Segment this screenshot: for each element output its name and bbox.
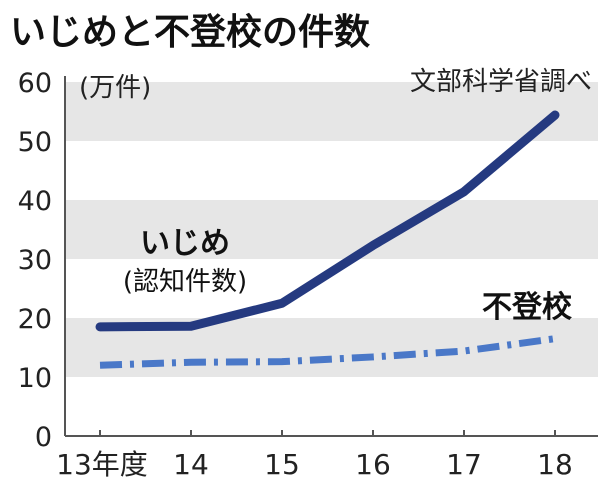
y-tick-label-0: 0 bbox=[35, 422, 52, 453]
source-label: 文部科学省調べ bbox=[410, 67, 592, 97]
y-tick-label-50: 50 bbox=[18, 127, 52, 158]
x-tick-label-0: 13年度 bbox=[56, 448, 148, 481]
y-unit-label: (万件) bbox=[79, 73, 151, 103]
x-tick-label-4: 17 bbox=[446, 448, 482, 481]
y-tick-label-20: 20 bbox=[18, 304, 52, 335]
series-line-0 bbox=[95, 110, 560, 332]
series-sublabel-ijime: (認知件数) bbox=[123, 267, 247, 297]
chart-title: いじめと不登校の件数 bbox=[10, 12, 370, 53]
axes bbox=[64, 76, 598, 437]
y-tick-label-60: 60 bbox=[18, 68, 52, 99]
y-tick-labels: 0 10 20 30 40 50 60 bbox=[18, 68, 52, 453]
series-label-futoko: 不登校 bbox=[482, 290, 572, 325]
grid-band-50-60 bbox=[65, 82, 598, 141]
series-lines bbox=[95, 110, 560, 369]
series-line-1 bbox=[99, 335, 556, 369]
y-tick-label-40: 40 bbox=[18, 186, 52, 217]
x-tick-label-3: 16 bbox=[355, 448, 391, 481]
grid-band-30-40 bbox=[65, 200, 598, 259]
y-tick-label-30: 30 bbox=[18, 245, 52, 276]
x-tick-labels: 13年度 14 15 16 17 18 bbox=[56, 448, 573, 481]
x-tick-label-5: 18 bbox=[537, 448, 573, 481]
x-tick-label-1: 14 bbox=[173, 448, 209, 481]
x-tick-label-2: 15 bbox=[264, 448, 300, 481]
y-tick-label-10: 10 bbox=[18, 363, 52, 394]
grid-bands bbox=[65, 82, 598, 377]
series-label-ijime: いじめ bbox=[140, 226, 230, 261]
